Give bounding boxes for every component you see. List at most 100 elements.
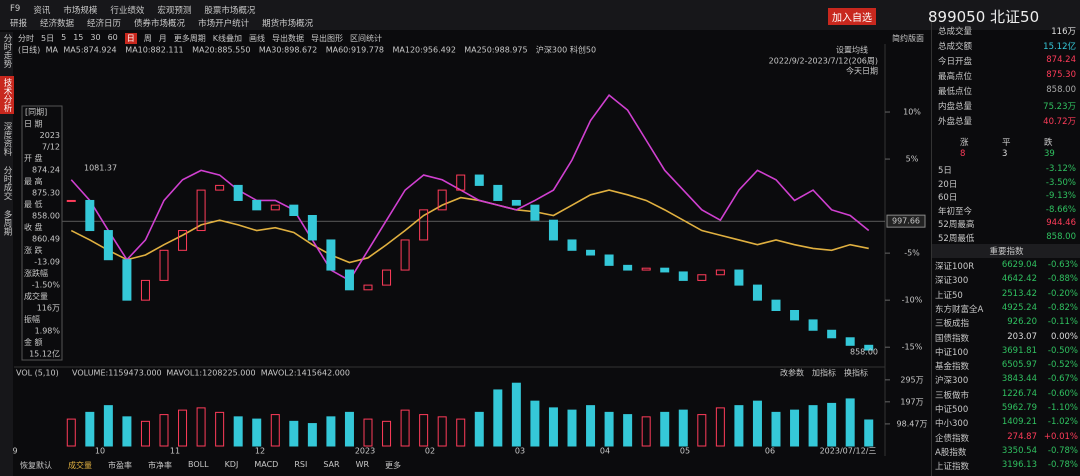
menu-item[interactable]: 市场规模	[63, 6, 98, 16]
index-name: 企债指数	[935, 433, 970, 444]
menu-item[interactable]: 期货市场概况	[262, 19, 314, 29]
menu-item[interactable]: 宏观预测	[157, 6, 192, 16]
index-change: -0.78%	[1047, 460, 1078, 471]
info-label: 日 期	[24, 120, 43, 129]
candle	[437, 189, 447, 211]
index-value: 3843.44	[1001, 374, 1037, 385]
menu-item[interactable]: F9	[10, 4, 21, 14]
menu-item[interactable]: 债券市场概况	[134, 19, 186, 29]
side-tab[interactable]: 多周期	[2, 210, 12, 236]
index-name: 国债指数	[935, 333, 970, 344]
toolbar-button[interactable]: 60	[107, 33, 118, 42]
toolbar-button[interactable]: 30	[90, 33, 101, 42]
overlay-line	[70, 93, 870, 282]
stat-row: 最低点位 858.00	[938, 85, 1076, 97]
info-box	[21, 105, 63, 361]
side-tab[interactable]: 分时走势	[2, 34, 12, 68]
index-change: -0.78%	[1047, 445, 1078, 456]
candle	[790, 310, 800, 321]
index-value: 3350.54	[1001, 445, 1037, 456]
volume-bar	[641, 416, 651, 447]
toolbar-button[interactable]: 导出图形	[311, 34, 343, 43]
candle	[419, 209, 429, 241]
toolbar-button[interactable]: 分时	[18, 34, 34, 43]
y-tick-label: 5%	[906, 155, 919, 164]
index-value: 203.07	[1007, 331, 1037, 342]
stat-label: 内盘总量	[938, 102, 973, 112]
candle	[715, 269, 725, 276]
indicator-tab[interactable]: 市净率	[148, 461, 172, 470]
index-row: 深证100R 6629.04 -0.63%	[935, 260, 1078, 272]
toolbar-button[interactable]: 更多周期	[173, 34, 206, 43]
menu-item[interactable]: 经济数据	[40, 19, 75, 29]
index-value: 926.20	[1007, 317, 1037, 328]
volume-bar	[864, 419, 874, 447]
menu-item[interactable]: 研报	[10, 19, 28, 29]
menu-item[interactable]: 市场开户统计	[198, 19, 250, 29]
candle	[530, 204, 540, 221]
menu-item[interactable]: 股票市场概况	[204, 6, 256, 16]
toolbar-button[interactable]: 区间统计	[350, 34, 382, 43]
x-label: 2023/07/12/三	[820, 447, 877, 456]
indicator-tab[interactable]: 更多	[385, 461, 402, 470]
volume-bar	[567, 409, 577, 447]
add-watch-button[interactable]: 加入自选	[828, 8, 876, 25]
period-row: 年初至今 -8.66%	[938, 205, 1076, 217]
volume-legend: MAVOL1:1208225.000	[166, 369, 255, 378]
indicator-tab[interactable]: RSI	[294, 460, 308, 469]
toolbar-button[interactable]: 日	[124, 33, 137, 44]
candle	[252, 199, 262, 211]
toolbar-button[interactable]: 导出数据	[272, 34, 304, 43]
candle	[307, 215, 317, 241]
candle	[122, 259, 132, 301]
indicator-tab[interactable]: 恢复默认	[20, 461, 52, 470]
indicator-tab[interactable]: SAR	[323, 460, 340, 469]
info-label: 开 盘	[24, 153, 43, 163]
toolbar-button[interactable]: 5日	[41, 34, 55, 43]
index-row: 国债指数 203.07 0.00%	[935, 332, 1078, 344]
volume-bar	[196, 407, 206, 447]
volume-tick-label: 98.47万	[897, 419, 928, 428]
toolbar-button[interactable]: 15	[73, 33, 84, 42]
candle	[586, 249, 596, 256]
index-value: 6505.97	[1001, 360, 1037, 371]
volume-bar	[660, 411, 670, 447]
candle	[289, 204, 299, 216]
candle	[864, 344, 874, 351]
volume-bar	[215, 411, 225, 447]
indicator-tab[interactable]: 成交量	[68, 461, 92, 470]
volume-bar	[586, 405, 596, 447]
volume-bar	[400, 409, 410, 447]
volume-bar	[790, 409, 800, 447]
index-change: -1.02%	[1047, 417, 1078, 428]
x-label: 10	[95, 447, 105, 456]
indicator-tab[interactable]: BOLL	[188, 460, 209, 469]
x-label: 03	[515, 447, 525, 456]
toolbar-button[interactable]: 画线	[249, 34, 265, 43]
side-tab[interactable]: 深度资料	[2, 122, 12, 156]
toolbar-button[interactable]: 月	[158, 34, 167, 43]
stat-label: 总成交量	[938, 27, 973, 37]
toolbar-button[interactable]: K线叠加	[212, 34, 242, 43]
menu-item[interactable]: 经济日历	[87, 19, 122, 29]
candle	[103, 230, 113, 261]
index-value: 3691.81	[1001, 345, 1037, 356]
volume-bar	[697, 414, 707, 447]
indicator-tab[interactable]: KDJ	[224, 460, 239, 469]
toolbar-button[interactable]: 5	[61, 33, 67, 42]
indicator-tab[interactable]: WR	[355, 460, 370, 469]
side-tab[interactable]: 分时成交	[2, 166, 12, 200]
layout-toggle[interactable]: 简约版面	[892, 34, 924, 43]
menu-item[interactable]: 行业绩效	[110, 6, 145, 16]
candle	[140, 279, 150, 301]
overlay-legend: 科创50	[570, 45, 596, 55]
x-label: 9	[12, 447, 17, 456]
candle	[752, 284, 762, 301]
indicator-tab[interactable]: 市盈率	[108, 461, 132, 470]
menu-item[interactable]: 资讯	[33, 6, 51, 16]
side-tab[interactable]: 技术分析	[0, 76, 14, 114]
toolbar-button[interactable]: 周	[143, 34, 152, 43]
y-tick-label: -10%	[902, 296, 923, 305]
indicator-tab[interactable]: MACD	[254, 460, 279, 469]
volume-button: 加指标	[812, 368, 836, 378]
